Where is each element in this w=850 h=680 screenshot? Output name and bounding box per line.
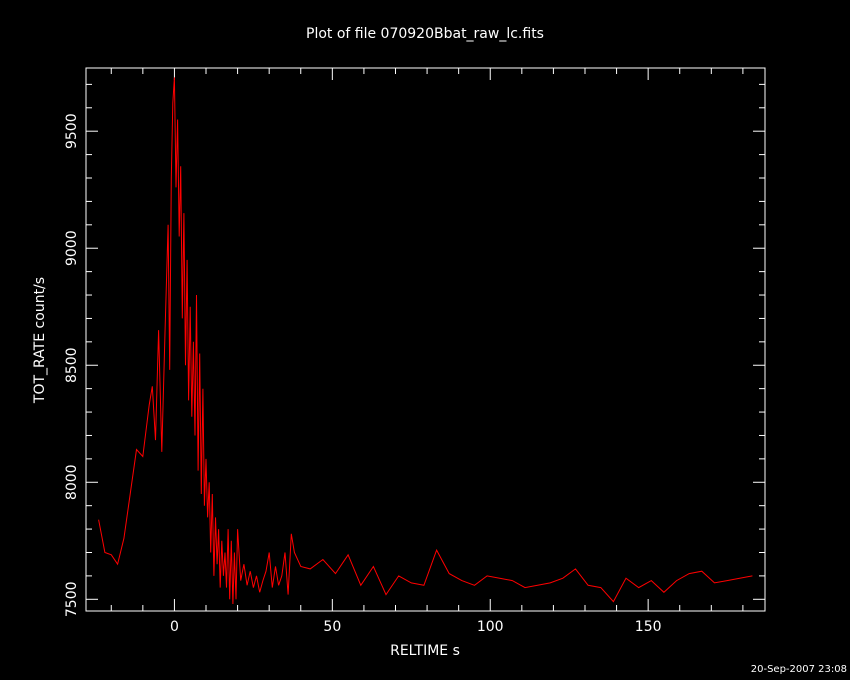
y-tick-label: 7500: [64, 581, 80, 617]
y-axis-label: TOT_RATE count/s: [32, 277, 48, 404]
x-axis-label: RELTIME s: [390, 643, 460, 659]
timestamp: 20-Sep-2007 23:08: [751, 664, 847, 675]
y-tick-label: 9500: [64, 113, 80, 149]
x-tick-label: 150: [635, 619, 662, 635]
tick-labels: 0 50 100 150 7500 8000 8500 9000 9500: [64, 113, 662, 635]
series-line-tot-rate: [98, 77, 753, 605]
y-tick-label: 8500: [64, 347, 80, 383]
x-tick-label: 50: [323, 619, 341, 635]
x-tick-label: 100: [477, 619, 504, 635]
axis-ticks: [86, 68, 765, 611]
plot-frame: [85, 67, 766, 612]
x-tick-label: 0: [170, 619, 179, 635]
y-tick-label: 8000: [64, 464, 80, 500]
chart-title: Plot of file 070920Bbat_raw_lc.fits: [306, 26, 544, 42]
y-tick-label: 9000: [64, 230, 80, 266]
